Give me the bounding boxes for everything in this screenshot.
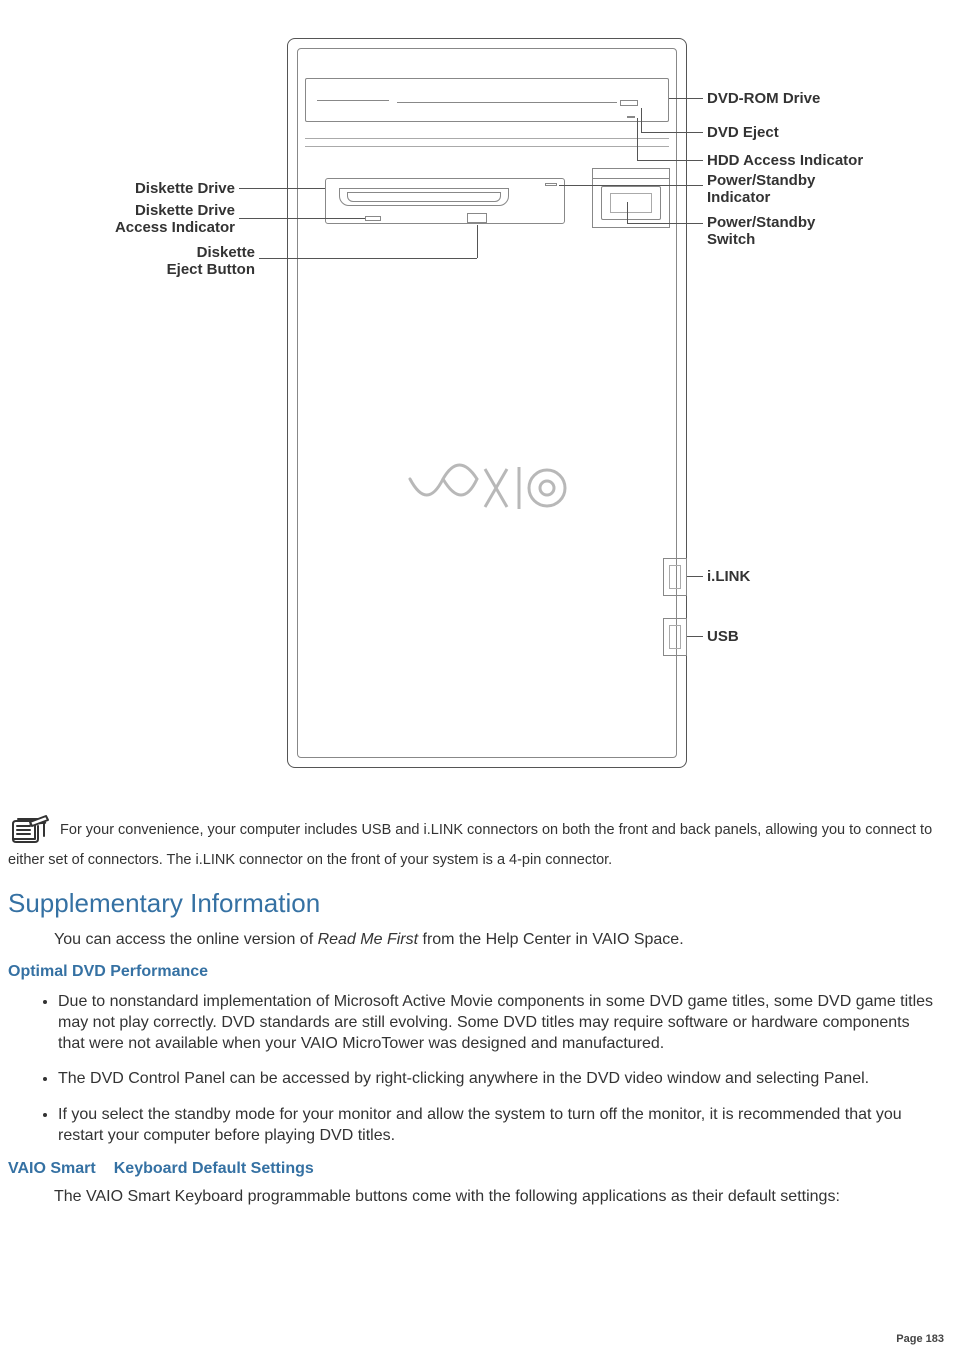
subheading-dvd: Optimal DVD Performance bbox=[8, 963, 946, 981]
label-diskette-eject: Diskette Eject Button bbox=[79, 244, 255, 279]
usb-port bbox=[663, 618, 687, 656]
keyboard-para: The VAIO Smart Keyboard programmable but… bbox=[54, 1188, 946, 1206]
intro-post: from the Help Center in VAIO Space. bbox=[418, 931, 684, 948]
lead-diskette-eject-h bbox=[259, 258, 477, 259]
lead-usb bbox=[687, 636, 703, 637]
intro-em: Read Me First bbox=[318, 931, 418, 948]
label-ilink: i.LINK bbox=[707, 568, 750, 585]
label-psswitch: Power/Standby Switch bbox=[707, 214, 815, 249]
note-paragraph: For your convenience, your computer incl… bbox=[8, 814, 946, 870]
lead-diskette-access bbox=[239, 218, 365, 219]
label-hdd: HDD Access Indicator bbox=[707, 152, 863, 169]
dvd-bullet-2: The DVD Control Panel can be accessed by… bbox=[58, 1068, 938, 1089]
label-dvdeject: DVD Eject bbox=[707, 124, 779, 141]
tower-inner-outline bbox=[297, 48, 677, 758]
power-standby-led bbox=[545, 183, 557, 186]
note-icon bbox=[8, 814, 50, 851]
lead-psswitch-h bbox=[671, 223, 703, 224]
lead-dvdrom bbox=[669, 98, 703, 99]
diagram-container: DVD-ROM Drive DVD Eject HDD Access Indic… bbox=[8, 8, 946, 808]
dvd-mid-line bbox=[397, 102, 617, 103]
dvd-bullet-3: If you select the standby mode for your … bbox=[58, 1104, 938, 1146]
lead-psswitch-v2 bbox=[627, 202, 628, 223]
tower-diagram: DVD-ROM Drive DVD Eject HDD Access Indic… bbox=[67, 18, 887, 788]
lead-dvdeject-h bbox=[641, 132, 703, 133]
section-intro: You can access the online version of Rea… bbox=[54, 931, 946, 949]
lead-hdd-h bbox=[637, 160, 703, 161]
dvd-bullets: Due to nonstandard implementation of Mic… bbox=[30, 991, 946, 1146]
floppy-led bbox=[365, 216, 381, 221]
dvd-led bbox=[627, 116, 635, 118]
label-diskette-access: Diskette Drive Access Indicator bbox=[79, 202, 235, 237]
label-psind: Power/Standby Indicator bbox=[707, 172, 815, 207]
note-text: For your convenience, your computer incl… bbox=[8, 822, 932, 868]
divider-1 bbox=[305, 138, 669, 139]
lead-hdd-v bbox=[637, 118, 638, 160]
label-dvdrom: DVD-ROM Drive bbox=[707, 90, 820, 107]
section-heading: Supplementary Information bbox=[8, 888, 946, 919]
dvd-eject-slot bbox=[620, 100, 638, 106]
ilink-port bbox=[663, 558, 687, 596]
lead-dvdeject-v bbox=[641, 108, 642, 132]
intro-pre: You can access the online version of bbox=[54, 931, 318, 948]
lead-diskette bbox=[239, 188, 325, 189]
dvd-bullet-1: Due to nonstandard implementation of Mic… bbox=[58, 991, 938, 1054]
subheading-keyboard-b: Keyboard Default Settings bbox=[114, 1160, 314, 1177]
subheading-keyboard-a: VAIO Smart bbox=[8, 1160, 96, 1177]
lead-psswitch-h2 bbox=[627, 223, 671, 224]
floppy-slit-inner bbox=[347, 192, 501, 202]
lead-diskette-eject-v bbox=[477, 225, 478, 258]
lead-ilink bbox=[687, 576, 703, 577]
power-standby-button bbox=[601, 186, 661, 220]
divider-2 bbox=[305, 146, 669, 147]
label-diskette: Diskette Drive bbox=[79, 180, 235, 197]
dvd-slit bbox=[317, 100, 389, 101]
subheading-keyboard: VAIO Smart Keyboard Default Settings bbox=[8, 1160, 946, 1178]
label-usb: USB bbox=[707, 628, 739, 645]
vaio-logo bbox=[407, 463, 567, 513]
lead-psind bbox=[559, 185, 703, 186]
power-standby-divider bbox=[592, 178, 670, 179]
floppy-eject-btn bbox=[467, 213, 487, 223]
page-number: Page 183 bbox=[896, 1333, 944, 1345]
